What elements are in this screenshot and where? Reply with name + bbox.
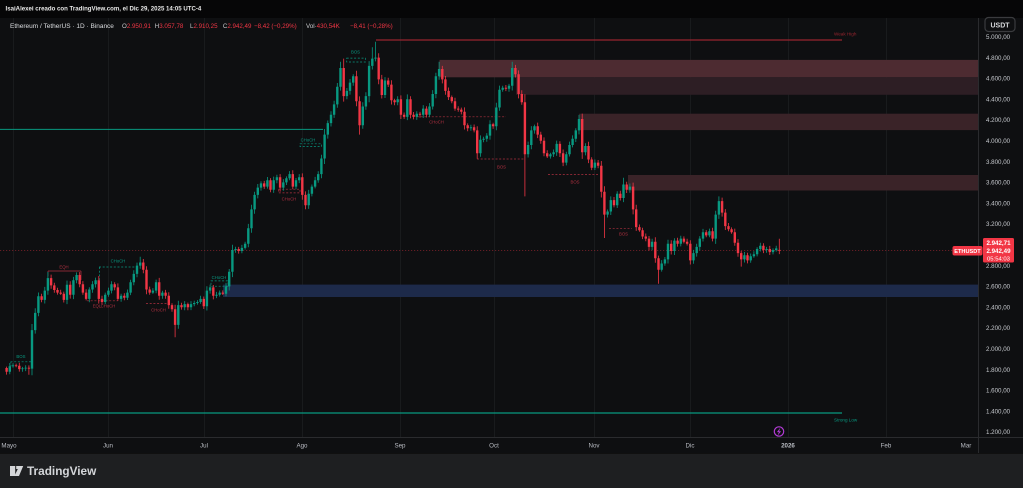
svg-text:CHoCH: CHoCH bbox=[301, 138, 316, 143]
svg-text:BOS: BOS bbox=[351, 49, 360, 54]
svg-text:Ago: Ago bbox=[296, 443, 308, 450]
svg-text:USDT: USDT bbox=[990, 22, 1010, 29]
svg-text:TradingView: TradingView bbox=[27, 464, 97, 478]
svg-text:CHoCH: CHoCH bbox=[212, 275, 227, 280]
svg-text:IsaiAlexei creado con TradingV: IsaiAlexei creado con TradingView.com, e… bbox=[6, 6, 202, 13]
svg-text:O2.950,91: O2.950,91 bbox=[122, 23, 151, 30]
svg-text:5.000,00: 5.000,00 bbox=[986, 34, 1011, 41]
svg-text:3.600,00: 3.600,00 bbox=[986, 180, 1011, 187]
svg-text:Feb: Feb bbox=[881, 443, 892, 450]
svg-text:CHoCH: CHoCH bbox=[111, 259, 126, 264]
svg-text:2.800,00: 2.800,00 bbox=[986, 263, 1011, 270]
svg-text:Jul: Jul bbox=[200, 443, 208, 450]
svg-text:CHoCH: CHoCH bbox=[151, 308, 166, 313]
svg-text:−8,41 (−0,28%): −8,41 (−0,28%) bbox=[350, 23, 393, 30]
svg-text:4.800,00: 4.800,00 bbox=[986, 55, 1011, 62]
svg-text:1.800,00: 1.800,00 bbox=[986, 367, 1011, 374]
svg-text:4.600,00: 4.600,00 bbox=[986, 76, 1011, 83]
svg-text:H3.057,78: H3.057,78 bbox=[155, 23, 184, 30]
svg-text:2.600,00: 2.600,00 bbox=[986, 284, 1011, 291]
svg-text:Sep: Sep bbox=[394, 443, 406, 450]
svg-text:BOS: BOS bbox=[16, 354, 25, 359]
svg-text:05:54:03: 05:54:03 bbox=[987, 257, 1011, 263]
svg-text:Mayo: Mayo bbox=[1, 443, 17, 450]
svg-text:2.942,49: 2.942,49 bbox=[986, 248, 1011, 255]
svg-text:Dic: Dic bbox=[686, 443, 695, 450]
svg-text:2.942,71: 2.942,71 bbox=[986, 240, 1011, 247]
svg-text:1.200,00: 1.200,00 bbox=[986, 429, 1011, 436]
svg-text:Vol·430,54K: Vol·430,54K bbox=[306, 23, 341, 30]
svg-text:Weak High: Weak High bbox=[834, 32, 857, 37]
svg-text:3.200,00: 3.200,00 bbox=[986, 221, 1011, 228]
svg-text:ETHUSDT: ETHUSDT bbox=[954, 249, 981, 255]
svg-text:1.600,00: 1.600,00 bbox=[986, 388, 1011, 395]
svg-text:3.800,00: 3.800,00 bbox=[986, 159, 1011, 166]
svg-text:BOS: BOS bbox=[497, 165, 506, 170]
svg-text:Jun: Jun bbox=[103, 443, 114, 450]
svg-text:Strong Low: Strong Low bbox=[834, 417, 858, 422]
svg-text:1.400,00: 1.400,00 bbox=[986, 408, 1011, 415]
svg-text:Ethereum / TetherUS · 1D · Bin: Ethereum / TetherUS · 1D · Binance bbox=[10, 23, 114, 30]
svg-text:2.400,00: 2.400,00 bbox=[986, 304, 1011, 311]
svg-text:2026: 2026 bbox=[781, 443, 795, 450]
svg-text:L2.910,25: L2.910,25 bbox=[190, 23, 218, 30]
svg-text:4.200,00: 4.200,00 bbox=[986, 117, 1011, 124]
svg-text:CHoCH: CHoCH bbox=[101, 304, 116, 309]
svg-text:BOS: BOS bbox=[619, 232, 628, 237]
svg-text:BOS: BOS bbox=[570, 180, 579, 185]
svg-text:EQH: EQH bbox=[59, 265, 68, 270]
svg-text:2.200,00: 2.200,00 bbox=[986, 325, 1011, 332]
svg-text:Mar: Mar bbox=[961, 443, 972, 450]
svg-text:Nov: Nov bbox=[588, 443, 600, 450]
svg-text:CHoCH: CHoCH bbox=[282, 197, 297, 202]
svg-text:−8,42 (−0,29%): −8,42 (−0,29%) bbox=[254, 23, 297, 30]
svg-text:C2.942,49: C2.942,49 bbox=[223, 23, 252, 30]
svg-text:2.000,00: 2.000,00 bbox=[986, 346, 1011, 353]
svg-text:EQL: EQL bbox=[93, 304, 102, 309]
svg-text:CHoCH: CHoCH bbox=[429, 120, 444, 125]
svg-text:Oct: Oct bbox=[489, 443, 499, 450]
svg-text:3.400,00: 3.400,00 bbox=[986, 200, 1011, 207]
svg-text:4.000,00: 4.000,00 bbox=[986, 138, 1011, 145]
svg-text:4.400,00: 4.400,00 bbox=[986, 96, 1011, 103]
